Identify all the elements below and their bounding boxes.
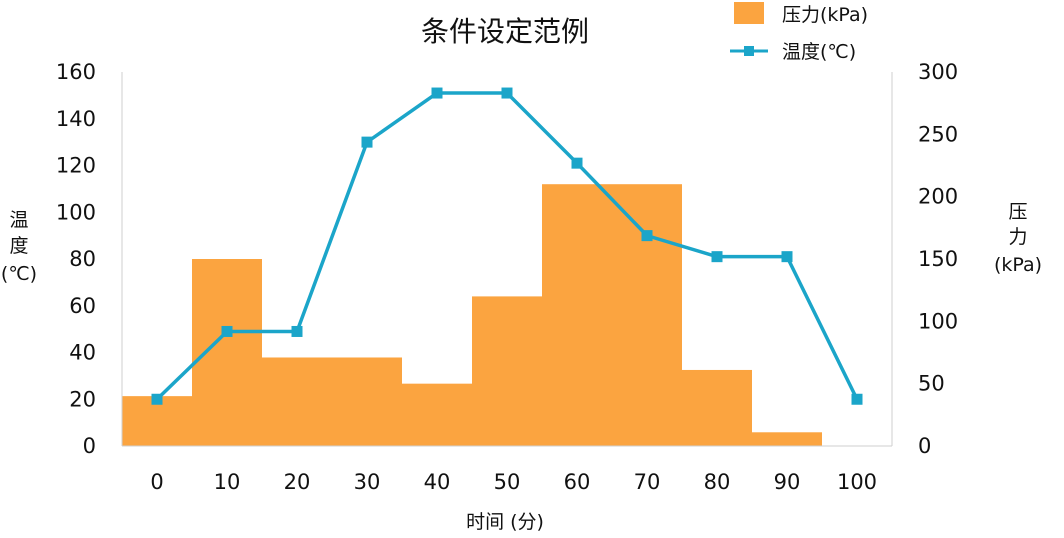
left-axis-title: 温 度 (℃) — [1, 209, 37, 285]
x-axis-title: 时间 (分) — [466, 511, 544, 533]
x-tick-label: 70 — [634, 470, 661, 494]
pressure-bar-5 — [542, 184, 682, 446]
left-tick-label: 80 — [69, 247, 96, 271]
left-tick-label: 0 — [83, 434, 96, 458]
right-tick-label: 200 — [918, 185, 958, 209]
temperature-point — [431, 87, 443, 99]
x-tick-label: 30 — [354, 470, 381, 494]
x-tick-label: 0 — [150, 470, 163, 494]
pressure-bar-7 — [752, 432, 822, 446]
temperature-point — [151, 393, 163, 405]
left-axis-title-line-3: (℃) — [1, 263, 37, 285]
temperature-point — [501, 87, 513, 99]
pressure-bar-6 — [682, 369, 752, 446]
legend-pressure-swatch — [734, 2, 764, 24]
right-tick-label: 150 — [918, 247, 958, 271]
pressure-bar-4 — [472, 296, 542, 446]
left-tick-label: 160 — [56, 60, 96, 84]
temperature-point — [571, 157, 583, 169]
right-tick-label: 250 — [918, 122, 958, 146]
legend-pressure-label: 压力(kPa) — [782, 4, 868, 26]
x-tick-label: 40 — [424, 470, 451, 494]
temperature-point — [641, 230, 653, 242]
left-tick-label: 60 — [69, 294, 96, 318]
left-tick-label: 40 — [69, 341, 96, 365]
temperature-point — [221, 325, 233, 337]
left-tick-label: 140 — [56, 107, 96, 131]
x-tick-label: 60 — [564, 470, 591, 494]
temperature-point — [291, 325, 303, 337]
chart-title: 条件设定范例 — [421, 15, 589, 48]
legend: 压力(kPa) 温度(℃) — [730, 2, 868, 63]
axes — [121, 72, 893, 447]
temperature-series — [151, 87, 863, 405]
left-tick-label: 120 — [56, 154, 96, 178]
x-tick-label: 80 — [704, 470, 731, 494]
x-tick-label: 20 — [284, 470, 311, 494]
temperature-point — [361, 136, 373, 148]
temperature-point — [781, 251, 793, 263]
x-tick-label: 50 — [494, 470, 521, 494]
right-tick-label: 50 — [918, 372, 945, 396]
right-tick-label: 0 — [918, 434, 931, 458]
pressure-bar-1 — [192, 259, 262, 446]
right-axis-ticks: 0 50 100 150 200 250 300 — [918, 60, 958, 458]
left-axis-title-line-1: 温 — [9, 209, 28, 231]
temperature-point — [851, 393, 863, 405]
legend-temperature-label: 温度(℃) — [782, 41, 856, 63]
right-tick-label: 300 — [918, 60, 958, 84]
pressure-bar-3 — [402, 383, 472, 446]
left-axis-ticks: 0 20 40 60 80 100 120 140 160 — [56, 60, 96, 458]
plot-area — [121, 72, 893, 447]
left-axis-title-line-2: 度 — [9, 235, 28, 257]
right-axis-title: 压 力 (kPa) — [994, 201, 1042, 276]
left-tick-label: 100 — [56, 200, 96, 224]
pressure-bar-2 — [262, 357, 402, 446]
right-axis-title-line-1: 压 — [1008, 201, 1027, 223]
x-tick-label: 10 — [214, 470, 241, 494]
x-tick-label: 90 — [774, 470, 801, 494]
right-axis-title-line-3: (kPa) — [994, 254, 1042, 276]
x-axis-ticks: 0 10 20 30 40 50 60 70 80 90 100 — [150, 470, 877, 494]
temperature-point — [711, 251, 723, 263]
x-tick-label: 100 — [837, 470, 877, 494]
legend-temperature-marker — [744, 46, 754, 56]
right-axis-title-line-2: 力 — [1008, 226, 1027, 248]
right-tick-label: 100 — [918, 309, 958, 333]
left-tick-label: 20 — [69, 387, 96, 411]
pressure-bars — [122, 184, 822, 446]
